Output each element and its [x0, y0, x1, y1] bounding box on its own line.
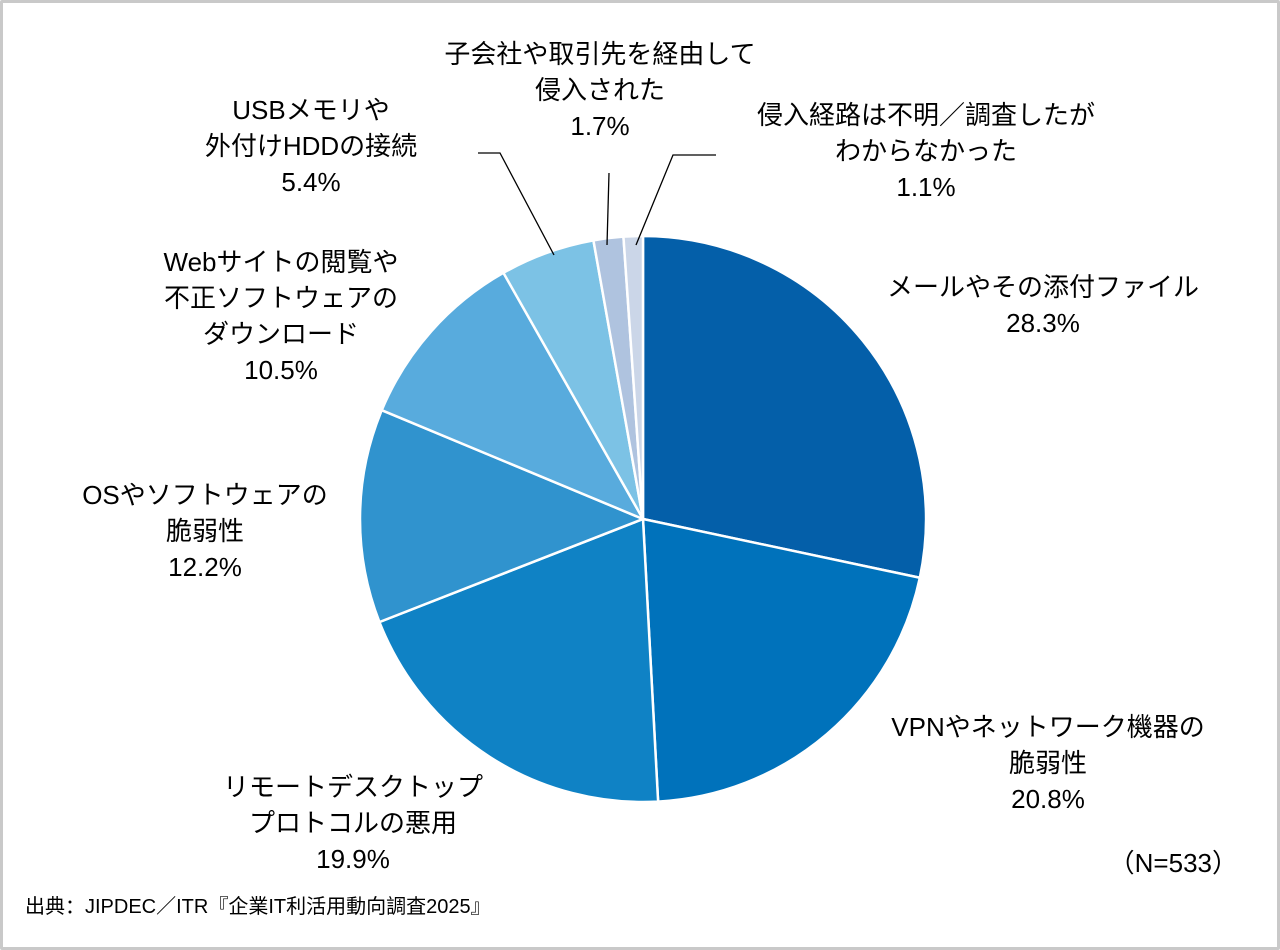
pie-chart — [358, 152, 928, 804]
pie-slice-os — [358, 408, 645, 624]
label-usb: USBメモリや 外付けHDDの接続 5.4% — [204, 95, 418, 197]
pie-slice-rdp — [378, 517, 660, 804]
label-unknown: 侵入経路は不明／調査したが わからなかった 1.1% — [756, 100, 1095, 202]
pie-slice-email — [641, 234, 928, 579]
label-web: Webサイトの閲覧や 不正ソフトウェアの ダウンロード 10.5% — [163, 247, 399, 385]
leader-line-partner — [606, 172, 610, 246]
label-vpn: VPNやネットワーク機器の 脆弱性 20.8% — [891, 712, 1205, 814]
sample-size-note: （N=533） — [1108, 848, 1238, 878]
leader-line-usb — [478, 152, 555, 256]
label-partner: 子会社や取引先を経由して 侵入された 1.7% — [444, 39, 756, 141]
label-os: OSやソフトウェアの 脆弱性 12.2% — [82, 480, 328, 582]
pie-slice-unknown — [622, 234, 645, 521]
pie-slices-group — [358, 234, 928, 804]
label-email: メールやその添付ファイル 28.3% — [886, 272, 1199, 338]
source-note: 出典：JIPDEC／ITR『企業IT利活用動向調査2025』 — [25, 896, 491, 918]
leader-line-unknown — [635, 154, 716, 246]
pie-slice-web — [380, 271, 645, 521]
label-rdp: リモートデスクトップ プロトコルの悪用 19.9% — [222, 772, 483, 874]
pie-slice-vpn — [641, 517, 922, 803]
